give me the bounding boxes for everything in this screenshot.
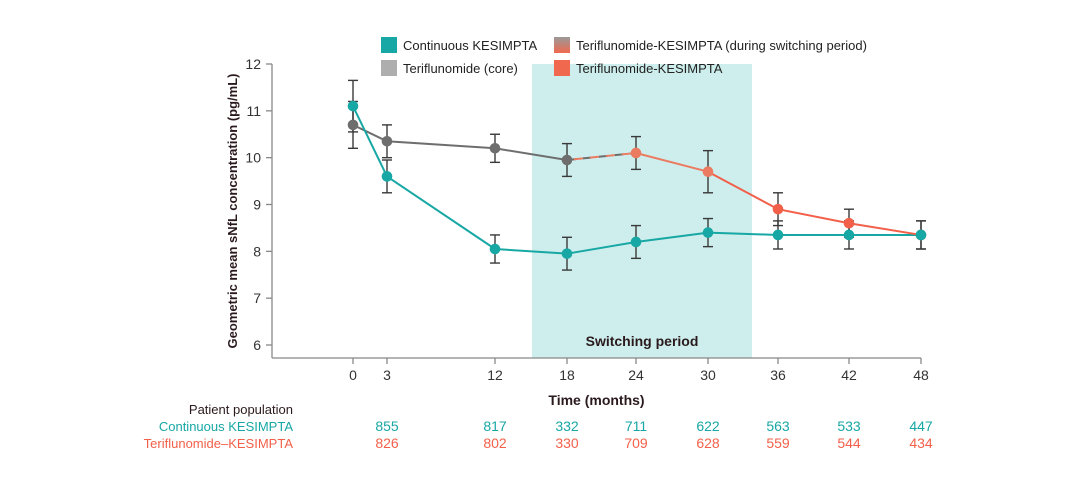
svg-text:9: 9	[253, 197, 261, 213]
svg-text:12: 12	[487, 367, 503, 383]
svg-text:3: 3	[383, 367, 391, 383]
svg-text:18: 18	[559, 367, 575, 383]
svg-text:6: 6	[253, 337, 261, 353]
svg-text:11: 11	[246, 103, 261, 119]
svg-text:30: 30	[700, 367, 716, 383]
svg-text:42: 42	[841, 367, 857, 383]
svg-text:12: 12	[245, 56, 261, 72]
svg-text:8: 8	[253, 243, 261, 259]
svg-text:36: 36	[770, 367, 786, 383]
svg-text:48: 48	[913, 367, 929, 383]
svg-text:24: 24	[628, 367, 644, 383]
svg-text:10: 10	[245, 150, 261, 166]
svg-text:0: 0	[349, 367, 357, 383]
svg-text:7: 7	[253, 290, 261, 306]
